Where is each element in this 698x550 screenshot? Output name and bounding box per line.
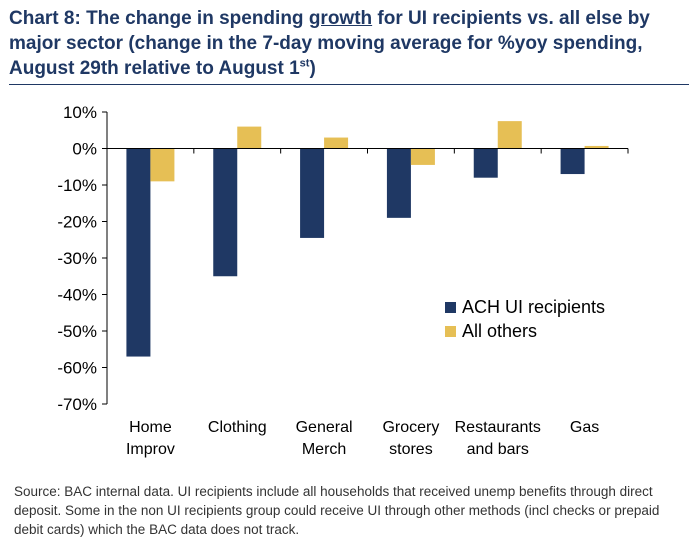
x-category-label: Home xyxy=(129,419,172,436)
title-rule xyxy=(9,84,689,85)
bar-all-others-0 xyxy=(150,148,175,182)
x-category-label: and bars xyxy=(467,441,529,458)
bars-group xyxy=(126,121,609,357)
bar-all-others-2 xyxy=(324,137,349,149)
legend-swatch xyxy=(445,302,456,313)
bar-all-others-3 xyxy=(410,148,435,165)
axes-group: 10% 0% -10% -20% -30% -40% -50% -60% -70% Home Imp… xyxy=(57,103,629,458)
bar-ach-ui-0 xyxy=(126,148,151,357)
x-category-label: stores xyxy=(389,441,433,458)
bar-ach-ui-5 xyxy=(560,148,585,175)
legend-label: All others xyxy=(462,321,537,341)
x-category-label: General xyxy=(296,419,353,436)
y-tick-label: -70% xyxy=(57,395,97,414)
x-category-label: Improv xyxy=(126,441,175,458)
title-superscript: st xyxy=(299,57,310,70)
bar-ach-ui-4 xyxy=(473,148,498,178)
chart-title: Chart 8: The change in spending growth f… xyxy=(9,8,650,79)
y-tick-label: -40% xyxy=(57,286,97,305)
title-emphasis: growth xyxy=(308,8,373,29)
x-category-label: Gas xyxy=(570,419,599,436)
bar-chart: 10% 0% -10% -20% -30% -40% -50% -60% -70% Home Imp… xyxy=(57,103,629,458)
x-category-label: Merch xyxy=(302,441,346,458)
y-tick-label: -50% xyxy=(57,322,97,341)
bar-ach-ui-1 xyxy=(213,148,238,277)
y-tick-label: -10% xyxy=(57,176,97,195)
legend: ACH UI recipients All others xyxy=(445,297,605,341)
y-tick-label: -30% xyxy=(57,249,97,268)
x-category-label: Clothing xyxy=(208,419,267,436)
bar-all-others-1 xyxy=(237,126,262,149)
bar-all-others-5 xyxy=(584,145,609,149)
bar-ach-ui-2 xyxy=(300,148,325,238)
y-tick-label: 0% xyxy=(72,140,97,159)
y-tick-label: -20% xyxy=(57,213,97,232)
bar-ach-ui-3 xyxy=(386,148,411,218)
y-tick-label: -60% xyxy=(57,359,97,378)
legend-label: ACH UI recipients xyxy=(462,297,605,317)
x-category-label: Restaurants xyxy=(455,419,541,436)
x-category-label: Grocery xyxy=(382,419,439,436)
bar-all-others-4 xyxy=(497,121,522,149)
y-tick-label: 10% xyxy=(63,103,97,122)
source-note: Source: BAC internal data. UI recipients… xyxy=(14,484,660,537)
legend-swatch xyxy=(445,326,456,337)
